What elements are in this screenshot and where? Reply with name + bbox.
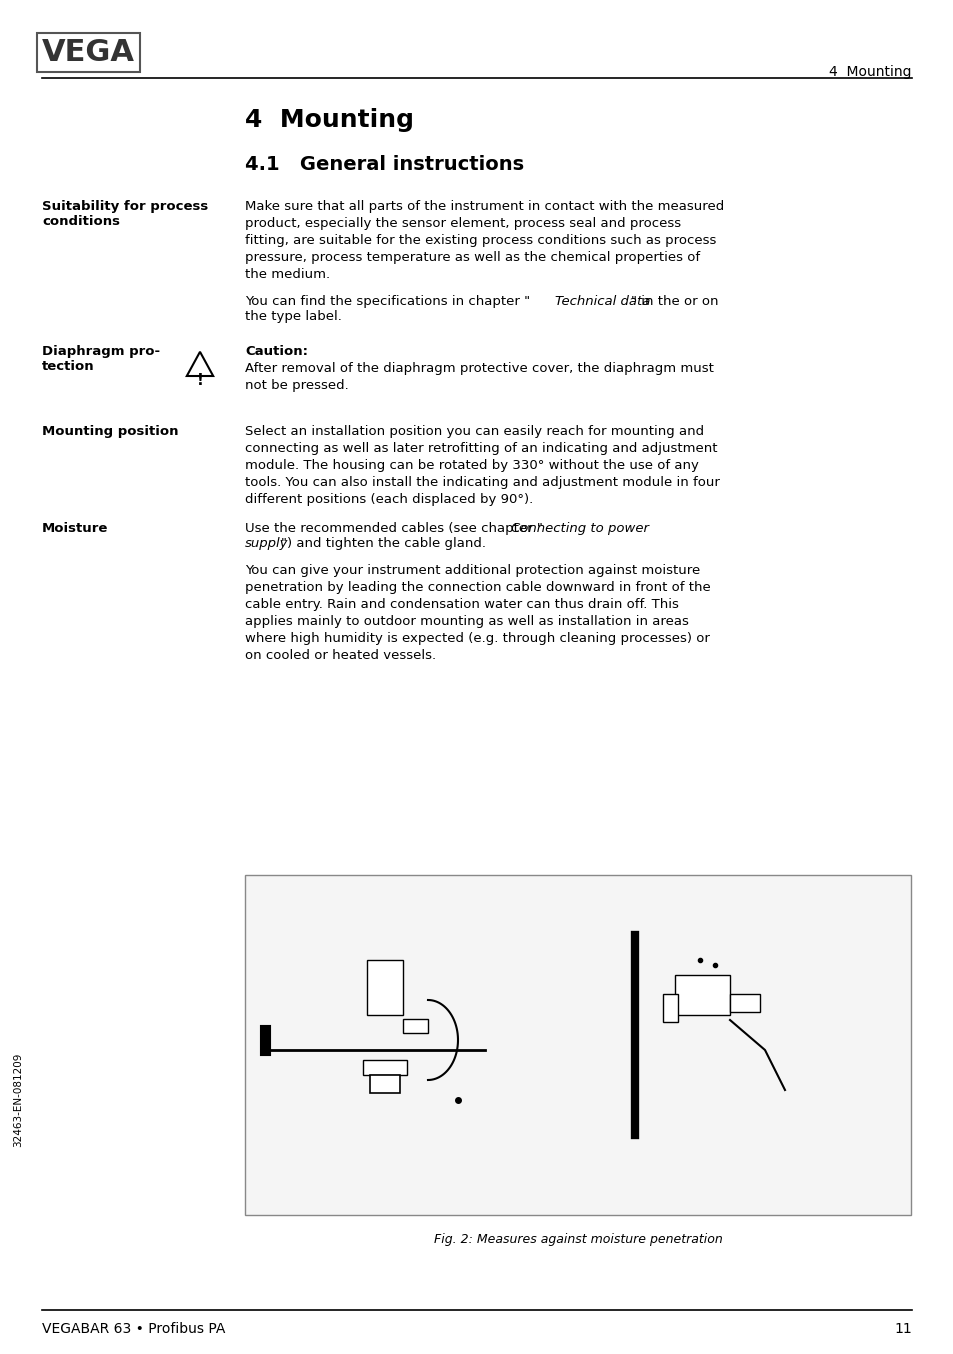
Bar [675,975,729,1016]
Text: VEGABAR 63 • Profibus PA: VEGABAR 63 • Profibus PA [42,1322,225,1336]
Bar [245,875,910,1215]
Text: supply: supply [245,538,288,550]
Text: Suitability for process
conditions: Suitability for process conditions [42,200,208,227]
Text: " in the or on: " in the or on [630,295,718,307]
Text: Moisture: Moisture [42,523,109,535]
Text: the type label.: the type label. [245,310,341,324]
Text: 32463-EN-081209: 32463-EN-081209 [13,1053,23,1147]
Text: !: ! [196,372,203,389]
Text: 4.1   General instructions: 4.1 General instructions [245,154,523,175]
Text: Mounting position: Mounting position [42,425,178,437]
Text: 4  Mounting: 4 Mounting [828,65,911,79]
Text: Fig. 2: Measures against moisture penetration: Fig. 2: Measures against moisture penetr… [434,1233,721,1246]
Text: 11: 11 [893,1322,911,1336]
Text: After removal of the diaphragm protective cover, the diaphragm must
not be press: After removal of the diaphragm protectiv… [245,362,713,393]
Bar [662,994,678,1022]
Text: Caution:: Caution: [245,345,308,357]
Text: Select an installation position you can easily reach for mounting and
connecting: Select an installation position you can … [245,425,720,506]
Text: VEGA: VEGA [42,38,135,66]
Text: Connecting to power: Connecting to power [511,523,648,535]
Bar [363,1060,407,1075]
Bar [729,994,760,1011]
Text: Technical data: Technical data [555,295,650,307]
Text: Make sure that all parts of the instrument in contact with the measured
product,: Make sure that all parts of the instrume… [245,200,723,282]
Bar [367,960,402,1016]
Text: Use the recommended cables (see chapter ": Use the recommended cables (see chapter … [245,523,542,535]
Text: Diaphragm pro-
tection: Diaphragm pro- tection [42,345,160,372]
Text: You can give your instrument additional protection against moisture
penetration : You can give your instrument additional … [245,565,710,662]
Text: ") and tighten the cable gland.: ") and tighten the cable gland. [281,538,485,550]
Bar [402,1020,428,1033]
Text: You can find the specifications in chapter ": You can find the specifications in chapt… [245,295,530,307]
Text: 4  Mounting: 4 Mounting [245,108,414,131]
Bar [370,1075,399,1093]
